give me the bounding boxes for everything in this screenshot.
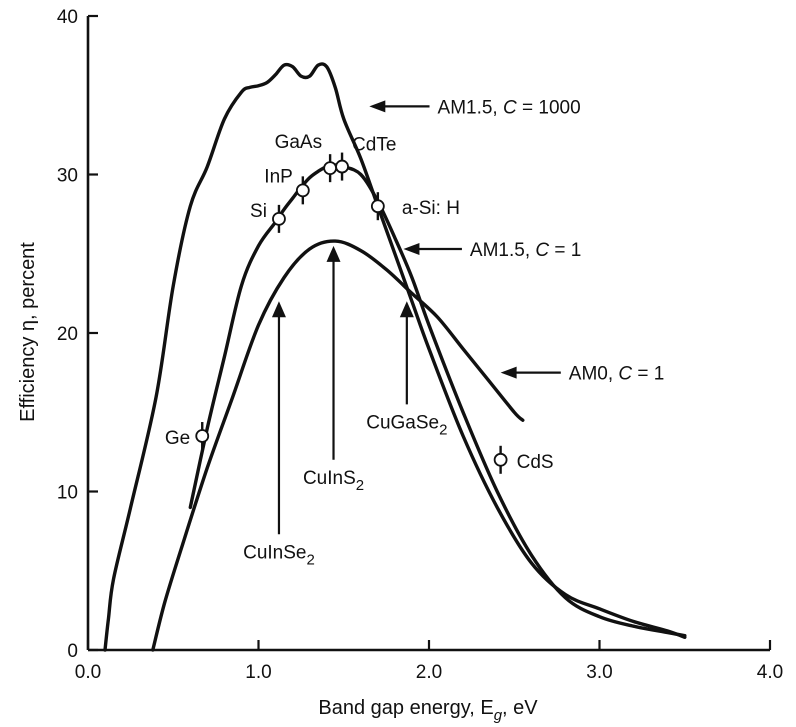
point-label: InP — [264, 166, 293, 187]
y-tick-label: 30 — [57, 166, 78, 187]
arrow-head — [399, 301, 414, 318]
y-tick-label: 40 — [57, 7, 78, 28]
y-tick-label: 20 — [57, 324, 78, 345]
point-label: CdS — [517, 452, 554, 473]
compound-label: CuGaSe2 — [366, 412, 447, 438]
series-line-am0-c-1 — [151, 239, 525, 652]
x-tick-label: 2.0 — [416, 662, 442, 683]
data-point — [272, 211, 286, 226]
data-point — [295, 183, 310, 198]
x-tick-label: 4.0 — [757, 662, 783, 683]
data-point — [335, 159, 349, 174]
arrow-head — [271, 301, 286, 318]
curve-label: AM1.5, C = 1000 — [438, 97, 581, 118]
curve-label: AM0, C = 1 — [569, 364, 665, 385]
y-axis-title: Efficiency η, percent — [17, 242, 39, 422]
point-label: a-Si: H — [402, 198, 460, 219]
data-point — [323, 161, 338, 176]
x-tick-label: 1.0 — [245, 662, 271, 683]
arrow-head — [326, 245, 341, 262]
series-line-am1-5-c-1000 — [103, 62, 687, 652]
series-line-am1-5-c-1 — [188, 163, 687, 638]
point-label: CdTe — [352, 135, 396, 156]
y-tick-label: 0 — [67, 641, 78, 662]
curve-label-arrow-head — [500, 366, 517, 379]
compound-label: CuInS2 — [303, 468, 364, 494]
x-tick-label: 3.0 — [586, 662, 612, 683]
data-point — [370, 199, 385, 214]
curve-label: AM1.5, C = 1 — [470, 240, 581, 261]
point-label: Si — [250, 201, 267, 222]
y-tick-label: 10 — [57, 483, 78, 504]
curve-label-arrow-head — [403, 242, 420, 255]
axes: 0.0 1.0 2.0 3.0 4.0 0 10 20 30 40 — [57, 7, 783, 683]
annotations: Ge Si InP GaAs CdTe a-Si: H CdS CuInSe2 CuInS2 Cu… — [165, 97, 665, 568]
compound-label: CuInSe2 — [243, 542, 315, 568]
x-axis-title: Band gap energy, Eg, eV — [318, 697, 538, 724]
data-point — [195, 429, 210, 443]
point-label: GaAs — [275, 132, 323, 153]
curve-label-arrow-head — [369, 100, 386, 113]
x-tick-label: 0.0 — [75, 662, 101, 683]
point-label: Ge — [165, 428, 190, 449]
data-point — [493, 452, 508, 467]
